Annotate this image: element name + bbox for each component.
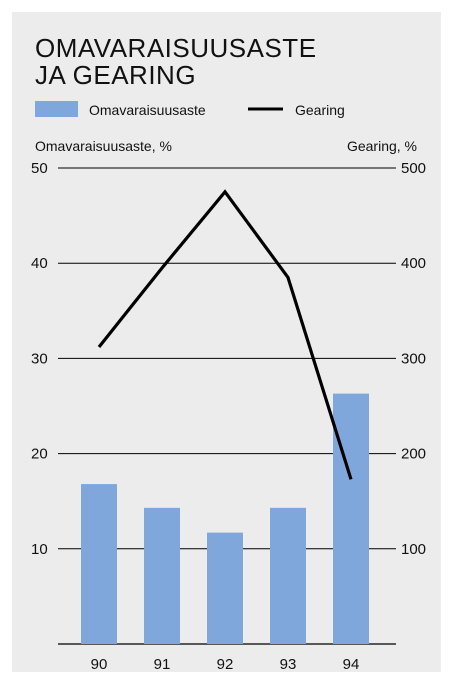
bars bbox=[81, 393, 369, 644]
chart: OMAVARAISUUSASTE JA GEARING Omavaraisuus… bbox=[31, 33, 426, 672]
left-tick-label: 20 bbox=[31, 446, 48, 463]
left-tick-label: 40 bbox=[31, 255, 48, 272]
right-tick-label: 200 bbox=[401, 446, 426, 463]
left-tick-label: 10 bbox=[31, 541, 48, 558]
gearing-line bbox=[97, 189, 353, 480]
chart-panel: OMAVARAISUUSASTE JA GEARING Omavaraisuus… bbox=[12, 12, 441, 672]
bar-92 bbox=[207, 532, 243, 644]
bar-94 bbox=[333, 393, 369, 644]
bar-91 bbox=[144, 507, 180, 644]
right-tick-label: 300 bbox=[401, 350, 426, 367]
right-axis-title: Gearing, % bbox=[347, 138, 417, 154]
x-tick-label: 94 bbox=[343, 656, 360, 672]
chart-title-line-2: JA GEARING bbox=[35, 60, 196, 90]
legend-bar-swatch bbox=[35, 101, 78, 117]
bar-93 bbox=[270, 507, 306, 644]
x-tick-label: 90 bbox=[91, 656, 108, 672]
chart-title-line-1: OMAVARAISUUSASTE bbox=[35, 33, 317, 63]
right-tick-label: 100 bbox=[401, 541, 426, 558]
legend-bar-label: Omavaraisuusaste bbox=[89, 102, 206, 118]
legend-line-label: Gearing bbox=[295, 102, 345, 118]
x-tick-label: 91 bbox=[154, 656, 171, 672]
left-tick-label: 30 bbox=[31, 350, 48, 367]
x-tick-label: 93 bbox=[280, 656, 297, 672]
gearing-line-layer bbox=[97, 189, 353, 480]
right-tick-label: 500 bbox=[401, 160, 426, 177]
bar-90 bbox=[81, 484, 117, 644]
right-tick-label: 400 bbox=[401, 255, 426, 272]
axis-labels: 10 100 20 200 30 300 40 400 50 500 90 91 92 93 94 bbox=[31, 160, 426, 672]
left-axis-title: Omavaraisuusaste, % bbox=[35, 138, 172, 154]
x-tick-label: 92 bbox=[217, 656, 234, 672]
left-tick-label: 50 bbox=[31, 160, 48, 177]
